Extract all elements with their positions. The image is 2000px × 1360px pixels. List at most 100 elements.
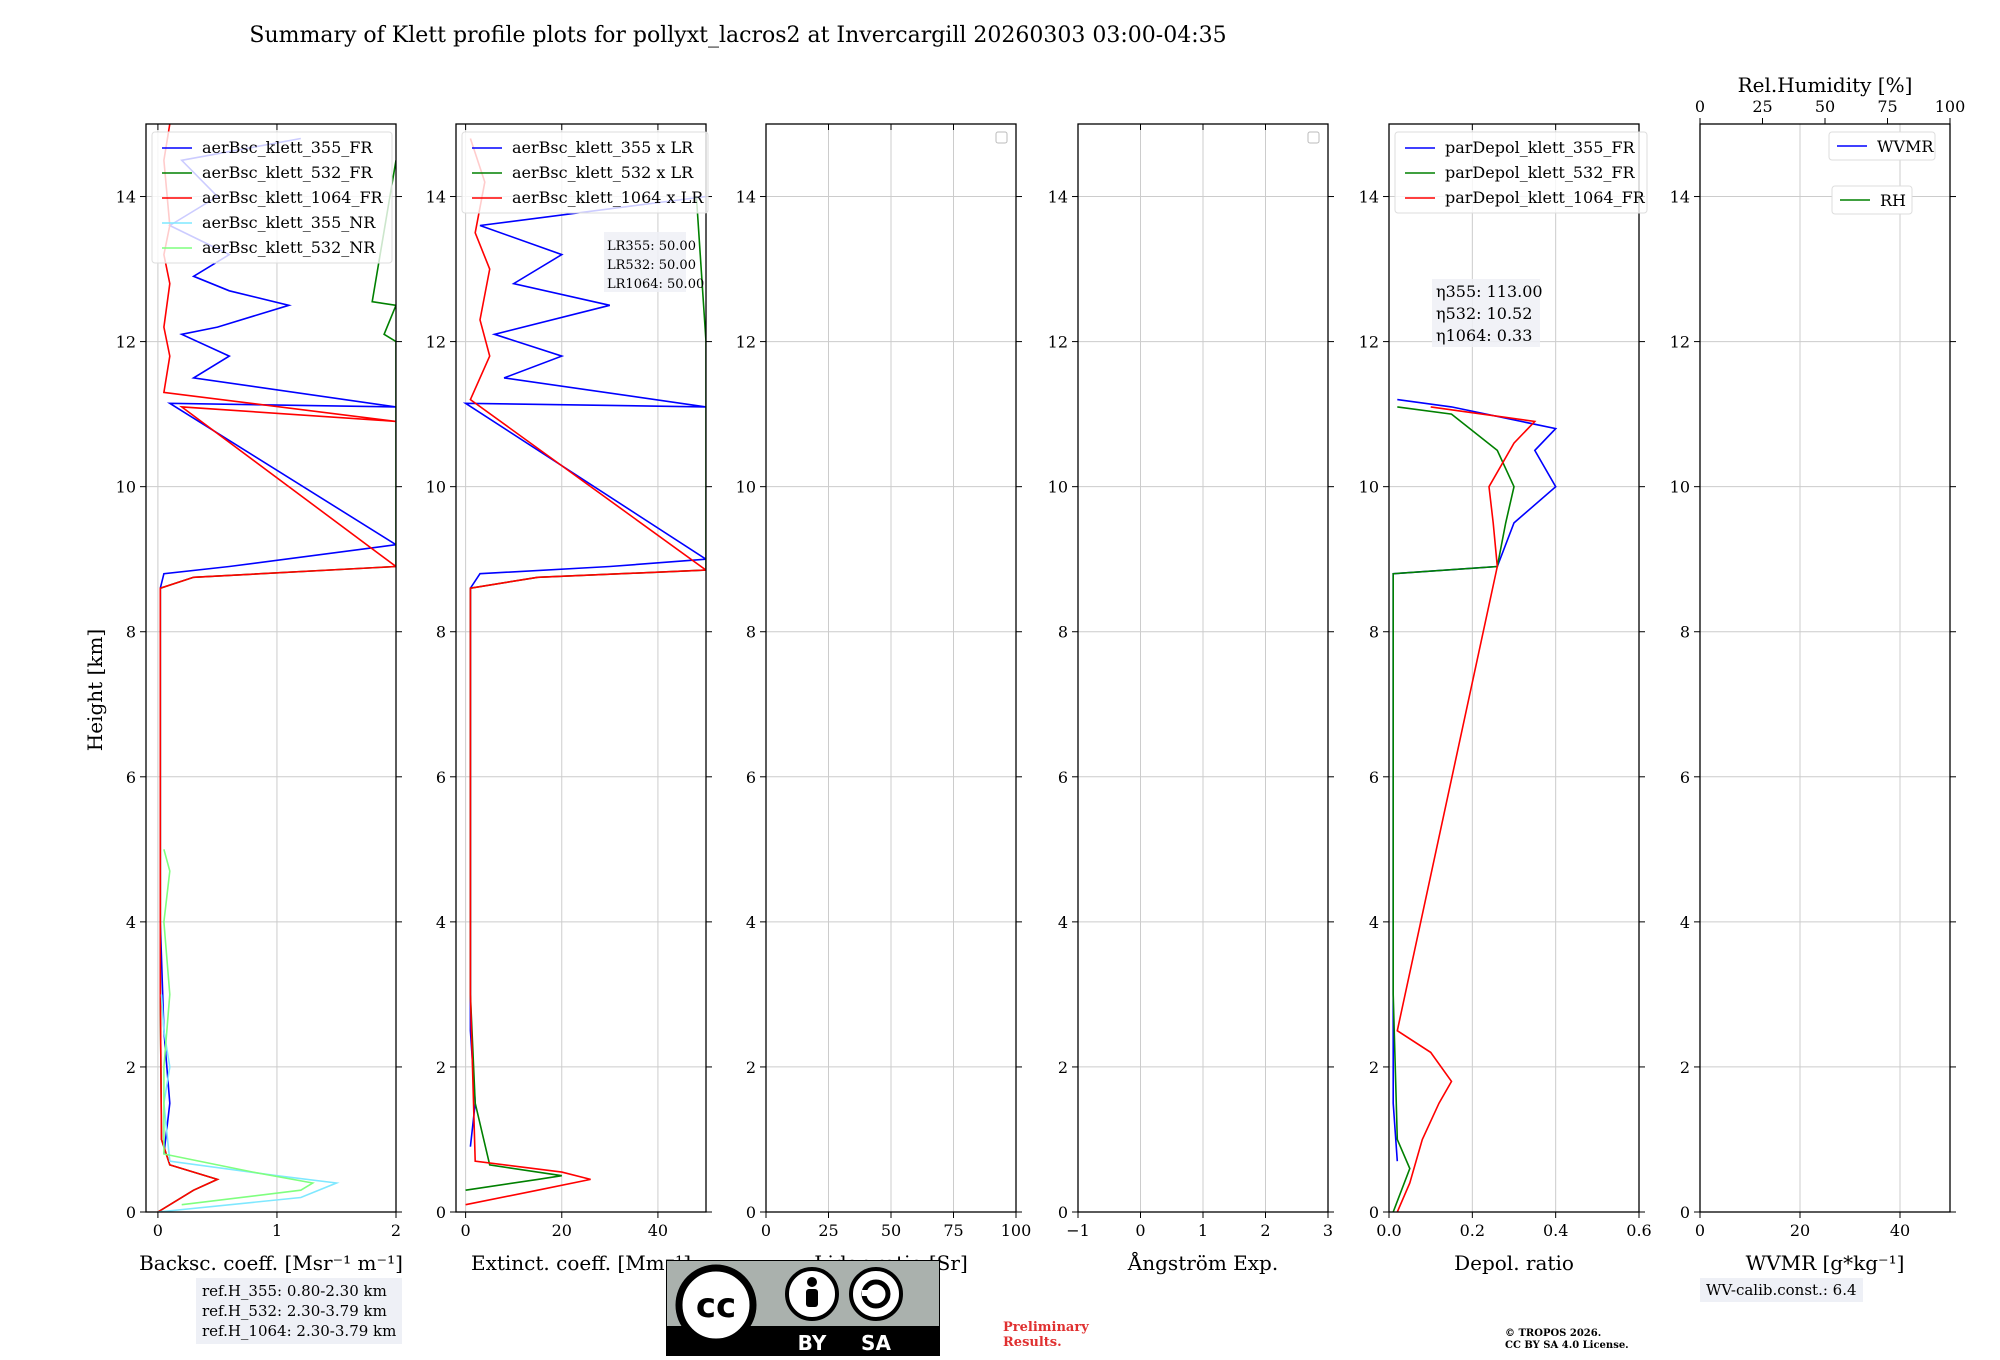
y-tick-label: 10: [1670, 478, 1690, 497]
y-tick-label: 2: [1058, 1058, 1068, 1077]
axes-frame: [145, 123, 397, 1213]
series-line-parDepol_klett_355_FR: [1392, 398, 1558, 1162]
x-tick-label: 1: [272, 1221, 282, 1240]
series-line-aerBsc_klett_532_NR: [163, 849, 315, 1206]
eta-box: [1432, 279, 1540, 347]
ref-height-355: ref.H_355: 0.80-2.30 km: [202, 1282, 387, 1300]
panel-lidar_ratio: 025507510002468101214Lidar ratio [Sr]: [736, 123, 1032, 1275]
top-tick-label: 75: [1877, 97, 1897, 116]
x-tick-label: 0: [1135, 1221, 1145, 1240]
legend-box: [151, 131, 393, 264]
x-tick-label: 3: [1323, 1221, 1333, 1240]
legend-box: [1394, 131, 1648, 214]
y-tick-label: 8: [436, 623, 446, 642]
x-axis-label: Extinct. coeff. [Mm⁻¹]: [471, 1251, 691, 1275]
y-tick-label: 6: [436, 768, 446, 787]
lidar-ratio-label: LR532: 50.00: [607, 258, 696, 273]
x-tick-label: 1: [1198, 1221, 1208, 1240]
y-tick-label: 4: [436, 913, 446, 932]
y-tick-label: 0: [1369, 1203, 1379, 1222]
legend-label: aerBsc_klett_355 x LR: [512, 138, 694, 157]
x-tick-label: 2: [1260, 1221, 1270, 1240]
x-tick-label: 0.6: [1626, 1221, 1651, 1240]
y-tick-label: 0: [1058, 1203, 1068, 1222]
y-tick-label: 8: [1058, 623, 1068, 642]
axes-frame: [1388, 123, 1640, 1213]
y-tick-label: 14: [1359, 188, 1379, 207]
legend-label: aerBsc_klett_1064_FR: [202, 188, 384, 207]
top-tick-label: 100: [1935, 97, 1966, 116]
series-group: [462, 138, 706, 1206]
y-tick-label: 14: [1670, 188, 1690, 207]
x-tick-label: 0.0: [1376, 1221, 1401, 1240]
y-tick-label: 10: [116, 478, 136, 497]
y-tick-label: 10: [736, 478, 756, 497]
x-tick-label: 40: [1890, 1221, 1910, 1240]
eta-label: η532: 10.52: [1436, 304, 1532, 323]
series-line-aerBsc_klett_355 x LR: [462, 195, 706, 1147]
legend-label: RH: [1880, 191, 1906, 210]
top-tick-label: 0: [1695, 97, 1705, 116]
y-tick-label: 12: [1670, 333, 1690, 352]
y-tick-label: 4: [126, 913, 136, 932]
sa-label: SA: [861, 1331, 891, 1355]
x-tick-label: 0: [461, 1221, 471, 1240]
x-tick-label: 50: [881, 1221, 901, 1240]
y-tick-label: 2: [1680, 1058, 1690, 1077]
series-line-aerBsc_klett_355_NR: [157, 994, 340, 1212]
legend-label: parDepol_klett_532_FR: [1445, 163, 1636, 182]
ref-height-1064: ref.H_1064: 2.30-3.79 km: [202, 1322, 397, 1340]
figure-title: Summary of Klett profile plots for polly…: [249, 23, 1226, 48]
y-tick-label: 6: [1680, 768, 1690, 787]
ref-height-532: ref.H_532: 2.30-3.79 km: [202, 1302, 387, 1320]
series-line-aerBsc_klett_1064 x LR: [465, 138, 706, 1206]
y-tick-label: 10: [426, 478, 446, 497]
x-axis-label: Backsc. coeff. [Msr⁻¹ m⁻¹]: [139, 1251, 403, 1275]
y-tick-label: 4: [1680, 913, 1690, 932]
y-tick-label: 8: [1680, 623, 1690, 642]
x-axis-label: WVMR [g*kg⁻¹]: [1746, 1251, 1905, 1275]
legend-box: [461, 131, 709, 214]
axes-frame: [1699, 123, 1951, 1213]
x-axis-label: Depol. ratio: [1454, 1251, 1574, 1275]
x-tick-label: 100: [1001, 1221, 1032, 1240]
top-axis-label: Rel.Humidity [%]: [1738, 73, 1913, 97]
empty-legend-box: [995, 131, 1008, 144]
x-tick-label: 20: [552, 1221, 572, 1240]
panel-wvmr: 0 20 40 0 2 4 6 8 10 12 14 WVMR [g*kg⁻¹] Rel.Humidit…: [1670, 73, 1966, 1275]
legend-label: aerBsc_klett_532_NR: [202, 238, 376, 257]
share-alike-icon: [849, 1267, 903, 1321]
legend-label: aerBsc_klett_355_FR: [202, 138, 373, 157]
y-tick-label: 0: [1680, 1203, 1690, 1222]
cc-license-badge: cc BY SA: [665, 1259, 941, 1360]
legend-label: aerBsc_klett_532_FR: [202, 163, 373, 182]
y-tick-label: 0: [746, 1203, 756, 1222]
x-tick-label: 2: [391, 1221, 401, 1240]
legend-box: [1828, 131, 1936, 161]
legend-label: parDepol_klett_1064_FR: [1445, 188, 1646, 207]
y-tick-label: 14: [426, 188, 446, 207]
x-tick-label: 0.4: [1543, 1221, 1568, 1240]
y-tick-label: 4: [746, 913, 756, 932]
x-tick-label: −1: [1066, 1221, 1090, 1240]
y-tick-label: 2: [746, 1058, 756, 1077]
legend-box: [1831, 185, 1913, 215]
legend-label: aerBsc_klett_355_NR: [202, 213, 376, 232]
y-tick-label: 12: [1359, 333, 1379, 352]
x-tick-label: 25: [818, 1221, 838, 1240]
wv-calibration-box: WV-calib.const.: 6.4: [1700, 1278, 1863, 1302]
y-tick-label: 10: [1048, 478, 1068, 497]
lidar-ratio-label: LR1064: 50.00: [607, 277, 704, 292]
y-tick-label: 12: [426, 333, 446, 352]
y-tick-label: 6: [1058, 768, 1068, 787]
y-tick-label: 12: [116, 333, 136, 352]
cc-logo-text: cc: [696, 1286, 736, 1326]
y-tick-label: 8: [126, 623, 136, 642]
series-line-parDepol_klett_1064_FR: [1396, 406, 1537, 1212]
panel-depol: 0.0 0.2 0.4 0.6 0 2 4 6 8 10 12 14 Depol. ratio parDe…: [1359, 123, 1652, 1275]
top-tick-label: 25: [1752, 97, 1772, 116]
y-tick-label: 4: [1058, 913, 1068, 932]
legend-label: WVMR: [1877, 137, 1934, 156]
